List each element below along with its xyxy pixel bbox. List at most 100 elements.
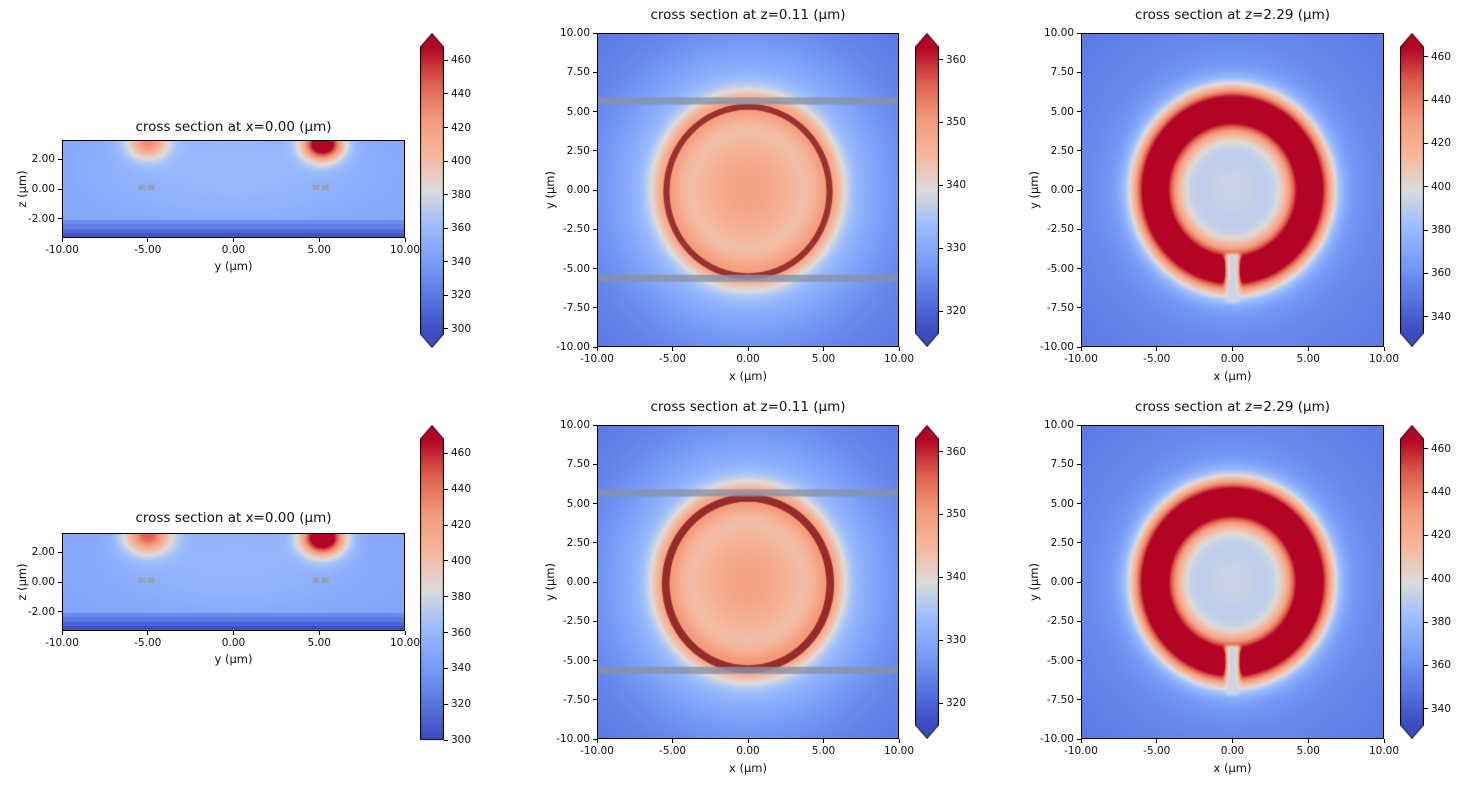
x-tick-mark xyxy=(898,739,900,743)
colorbar-tick-label: 380 xyxy=(1431,616,1452,629)
y-tick-mark xyxy=(1077,268,1081,269)
y-tick-label: -10.00 xyxy=(1040,733,1074,745)
x-tick-mark xyxy=(147,238,149,242)
x-tick-mark xyxy=(823,347,824,351)
x-tick-mark xyxy=(1156,347,1158,351)
x-tick-label: -5.00 xyxy=(1143,745,1171,757)
x-axis-label: x (μm) xyxy=(729,761,767,775)
colorbar-tick-label: 440 xyxy=(1431,486,1452,499)
x-tick-label: -10.00 xyxy=(45,637,79,649)
x-tick-label: 5.00 xyxy=(811,745,836,757)
x-tick-mark xyxy=(1232,347,1233,351)
y-tick-mark xyxy=(58,188,62,190)
colorbar-tick-mark xyxy=(1424,578,1428,580)
colorbar-tick-label: 340 xyxy=(451,255,472,268)
colorbar-canvas xyxy=(420,425,444,754)
colorbar-tick-mark xyxy=(444,488,448,490)
x-tick-label: -5.00 xyxy=(658,745,687,757)
colorbar-tick-mark xyxy=(444,632,448,633)
colorbar-tick-mark xyxy=(1424,664,1428,666)
x-tick-mark xyxy=(147,631,149,635)
colorbar-tick-mark xyxy=(1424,534,1428,536)
heatmap-canvas xyxy=(597,425,899,739)
x-tick-mark xyxy=(318,631,320,635)
x-tick-label: -10.00 xyxy=(1064,353,1098,365)
heatmap-canvas xyxy=(597,33,899,347)
colorbar-tick-label: 380 xyxy=(451,590,472,603)
x-tick-label: 5.00 xyxy=(307,637,331,649)
x-tick-mark xyxy=(1156,739,1158,743)
y-tick-mark xyxy=(593,307,597,309)
colorbar-tick-label: 360 xyxy=(1431,267,1452,280)
y-tick-label: 7.50 xyxy=(1050,66,1074,79)
x-tick-mark xyxy=(404,238,406,242)
colorbar-tick-mark xyxy=(444,294,448,296)
y-tick-label: -2.00 xyxy=(27,212,55,225)
colorbar-tick-label: 420 xyxy=(451,519,472,531)
colorbar-tick-label: 400 xyxy=(1431,572,1452,585)
colorbar-tick-label: 350 xyxy=(946,116,967,129)
heatmap-canvas xyxy=(62,533,405,631)
colorbar-tick-label: 350 xyxy=(946,508,967,521)
y-tick-mark xyxy=(593,189,597,191)
x-tick-label: 10.00 xyxy=(883,353,915,365)
colorbar-tick-label: 320 xyxy=(946,305,967,317)
x-tick-mark xyxy=(1383,739,1385,743)
subplot-title: cross section at z=0.11 (μm) xyxy=(650,399,846,415)
x-tick-label: 0.00 xyxy=(221,637,246,649)
y-tick-label: 5.00 xyxy=(1050,497,1074,510)
colorbar-tick-label: 360 xyxy=(451,626,472,639)
x-tick-label: 5.00 xyxy=(1296,353,1320,365)
x-tick-mark xyxy=(747,347,749,351)
colorbar-tick-mark xyxy=(444,160,448,162)
x-tick-label: 0.00 xyxy=(1220,353,1245,365)
x-tick-label: -5.00 xyxy=(1143,353,1171,365)
colorbar-canvas xyxy=(1400,33,1424,347)
x-axis-label: y (μm) xyxy=(214,259,253,273)
y-tick-label: 2.00 xyxy=(31,153,55,166)
colorbar-tick-mark xyxy=(444,596,448,598)
y-axis-label: y (μm) xyxy=(1027,171,1041,209)
y-axis-label: z (μm) xyxy=(15,563,29,601)
y-axis-label: z (μm) xyxy=(15,170,29,208)
colorbar-tick-mark xyxy=(444,261,448,263)
subplot-title: cross section at z=2.29 (μm) xyxy=(1134,399,1331,415)
subplot-title: cross section at x=0.00 (μm) xyxy=(135,119,332,135)
x-tick-label: -5.00 xyxy=(134,244,162,256)
colorbar-tick-mark xyxy=(1424,186,1428,188)
y-tick-mark xyxy=(1077,32,1081,34)
colorbar-tick-label: 330 xyxy=(946,634,967,647)
colorbar-tick-label: 340 xyxy=(946,571,967,584)
colorbar-tick-mark xyxy=(1424,229,1428,231)
colorbar-tick-label: 400 xyxy=(451,554,472,567)
y-tick-mark xyxy=(1077,228,1081,230)
y-tick-label: 5.00 xyxy=(566,105,590,118)
colorbar-tick-label: 420 xyxy=(451,121,472,134)
y-tick-label: 2.00 xyxy=(31,546,55,559)
x-tick-mark xyxy=(1080,739,1082,743)
x-tick-mark xyxy=(61,238,63,242)
y-tick-mark xyxy=(1077,581,1081,583)
colorbar-tick-label: 380 xyxy=(1431,224,1452,237)
y-tick-mark xyxy=(58,581,62,583)
colorbar-tick-mark xyxy=(444,194,448,196)
y-tick-mark xyxy=(58,218,62,220)
y-tick-label: -5.00 xyxy=(562,654,590,667)
x-tick-mark xyxy=(672,739,673,743)
x-tick-mark xyxy=(1232,739,1233,743)
subplot-title: cross section at z=2.29 (μm) xyxy=(1134,7,1331,23)
y-tick-mark xyxy=(593,699,597,701)
x-tick-label: 10.00 xyxy=(389,244,421,256)
x-tick-label: -10.00 xyxy=(580,353,614,365)
colorbar-tick-mark xyxy=(939,310,943,312)
y-tick-mark xyxy=(58,551,62,553)
colorbar-tick-mark xyxy=(1424,142,1428,144)
colorbar-tick-mark xyxy=(939,639,943,641)
x-tick-label: 0.00 xyxy=(736,353,760,365)
y-tick-mark xyxy=(593,346,597,348)
x-tick-label: -5.00 xyxy=(658,353,687,365)
subplot-title: cross section at z=0.11 (μm) xyxy=(650,7,846,23)
y-tick-label: 2.50 xyxy=(1050,536,1074,549)
colorbar-canvas xyxy=(1400,425,1424,739)
y-tick-mark xyxy=(58,611,62,613)
